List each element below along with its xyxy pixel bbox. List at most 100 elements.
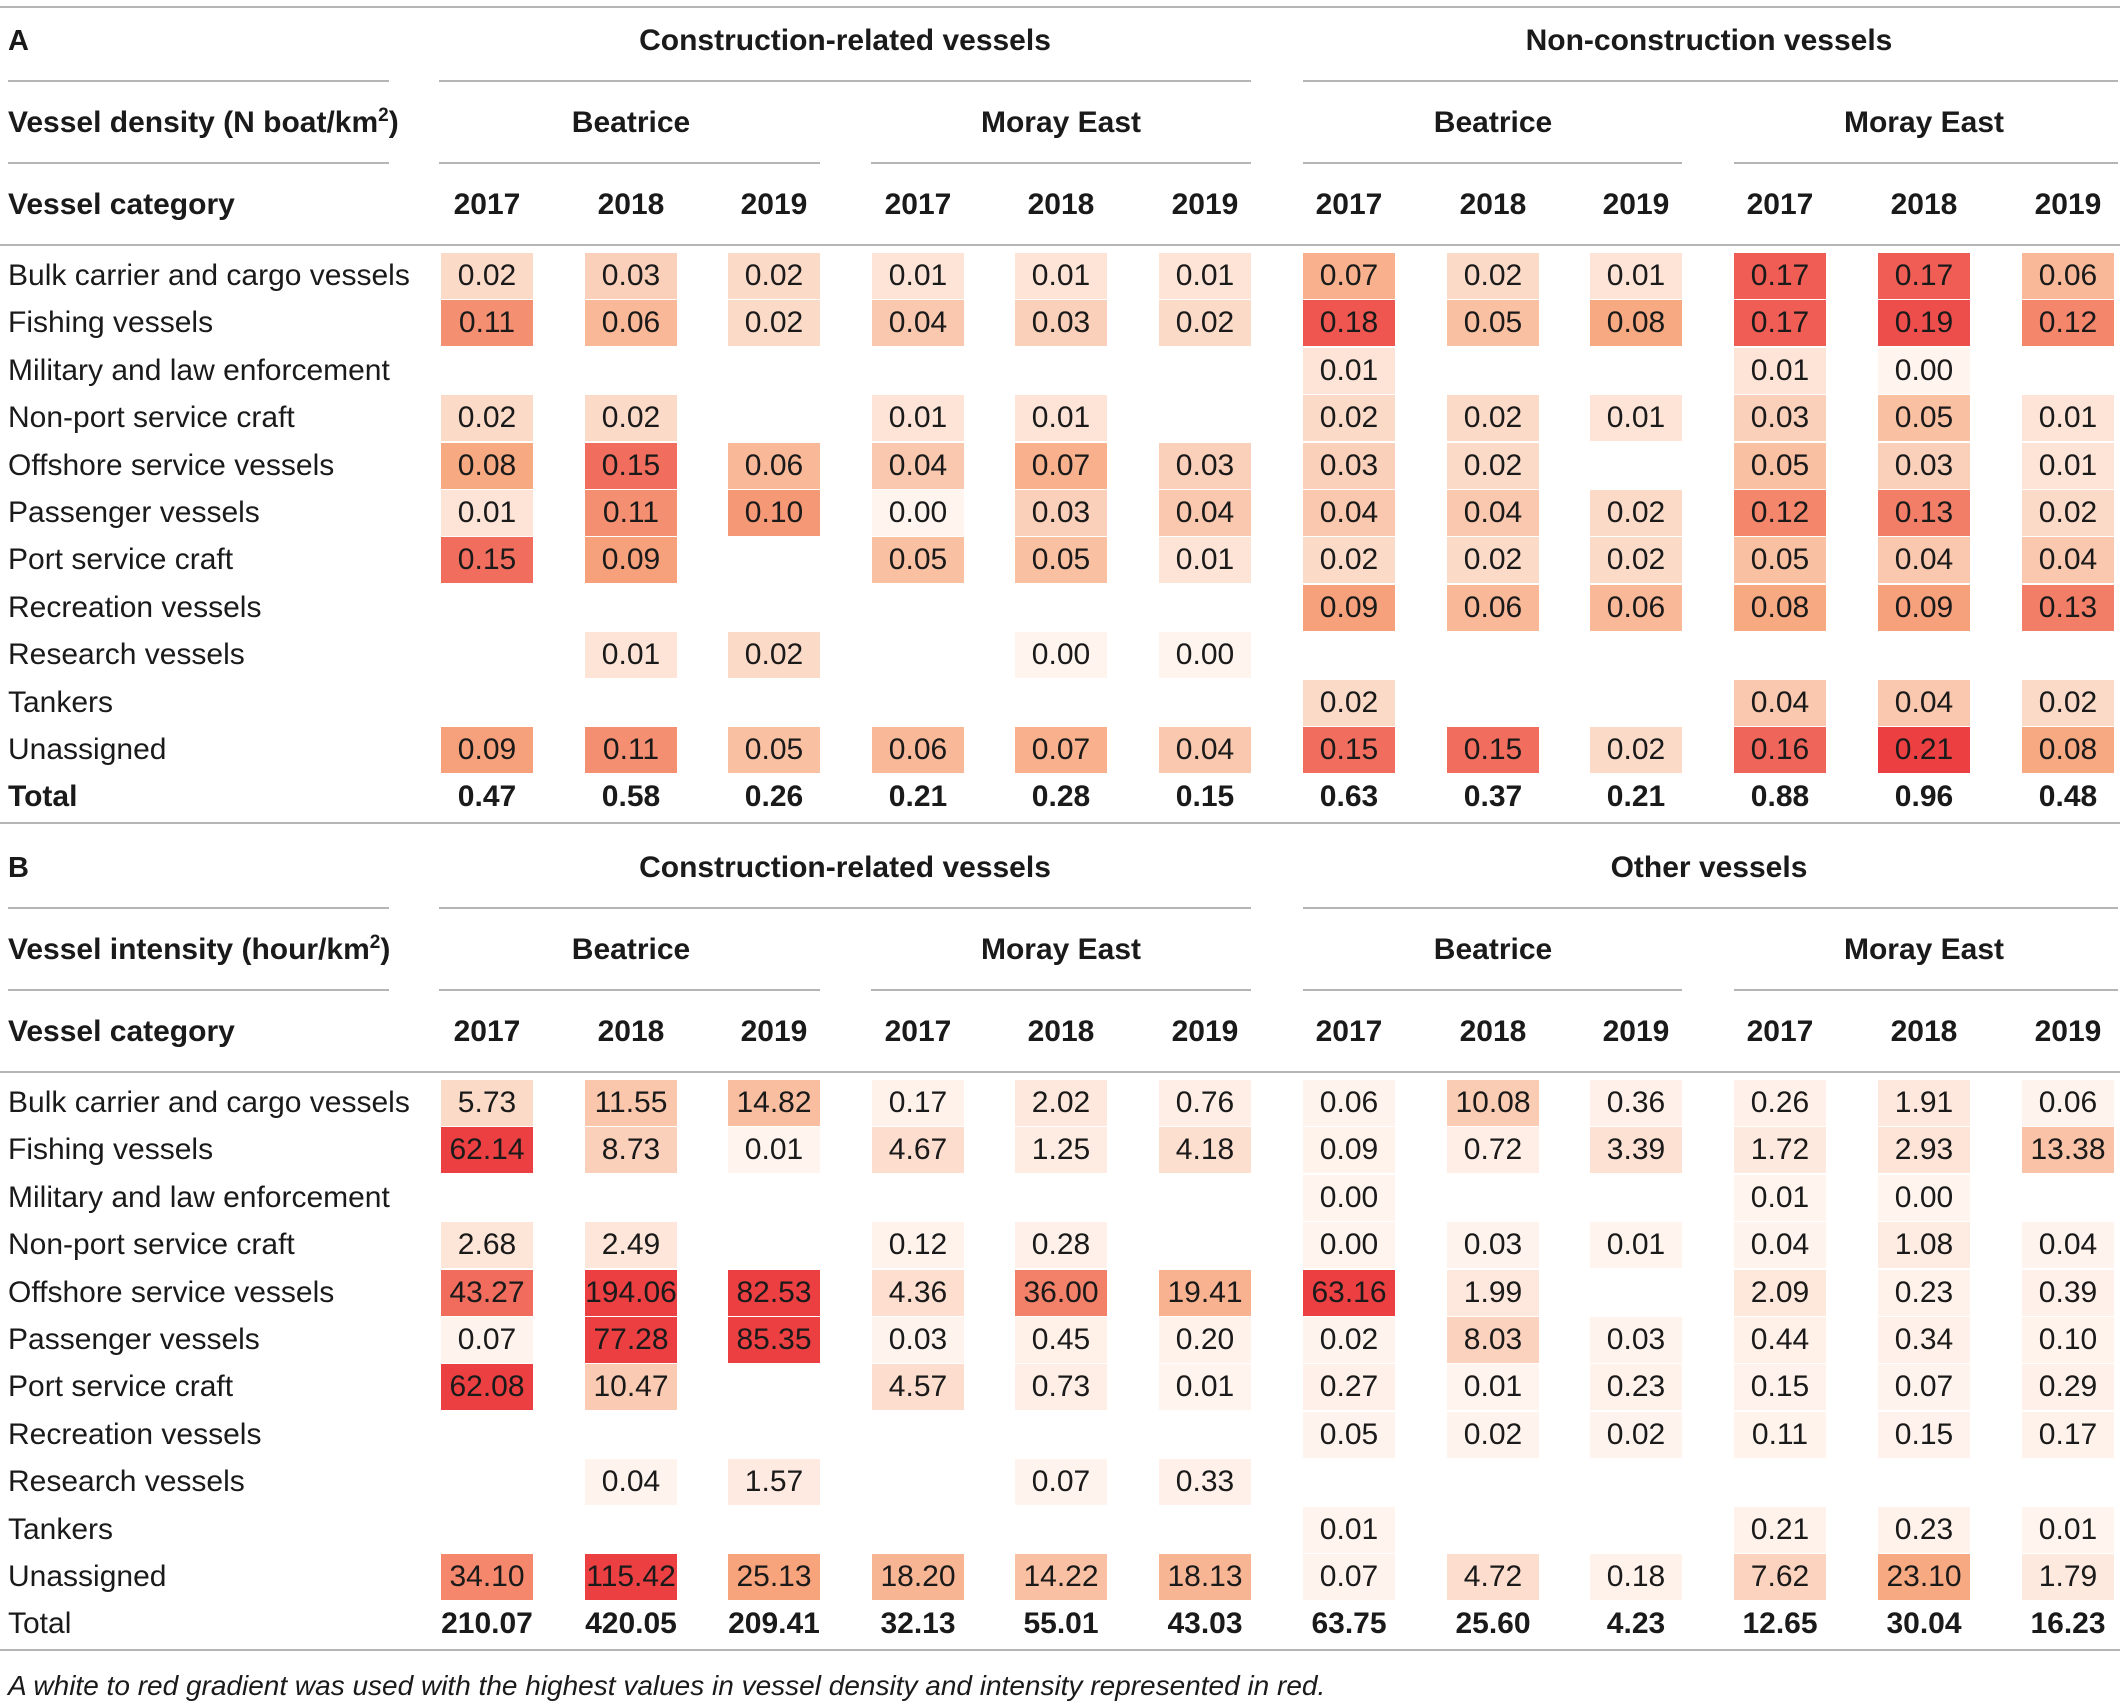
panel-a-data-cell: 0.08 [441, 442, 533, 489]
panel-b-year-header: 2019 [1171, 1015, 1239, 1048]
panel-b-data-cell [441, 1175, 533, 1221]
panel-b-data-cell: 4.57 [872, 1364, 964, 1411]
metric-label-superscript: 2 [378, 105, 389, 126]
panel-a-data-cell: 0.01 [1734, 347, 1826, 394]
panel-b-data-cell: 0.36 [1590, 1080, 1682, 1126]
panel-b-site-rule [1303, 989, 1682, 991]
panel-a-data-cell: 0.04 [1159, 490, 1251, 536]
panel-a-data-cell: 0.06 [1590, 584, 1682, 631]
panel-a-data-cell: 0.13 [2022, 584, 2114, 631]
panel-a-row-label: Passenger vessels [8, 496, 260, 529]
panel-b-group-rule [1303, 907, 2118, 909]
panel-a-data-cell [728, 348, 820, 394]
panel-a-data-cell [1590, 348, 1682, 394]
panel-b-data-cell: 0.03 [1447, 1222, 1539, 1269]
panel-b-data-cell: 0.07 [1878, 1364, 1970, 1411]
panel-b-data-cell [728, 1222, 820, 1268]
metric-label-close: ) [380, 933, 391, 966]
panel-a-data-cell: 0.17 [1734, 253, 1826, 299]
panel-a-data-cell [872, 585, 964, 631]
panel-a-site-header: Moray East [1843, 106, 2005, 139]
panel-b-total-cell: 209.41 [728, 1607, 820, 1641]
panel-b-total-cell: 12.65 [1742, 1607, 1818, 1641]
panel-a-data-cell: 0.15 [441, 537, 533, 584]
panel-b-data-cell: 11.55 [585, 1080, 677, 1126]
panel-b-group-title: Construction-related vessels [639, 851, 1051, 884]
panel-b-data-cell: 0.12 [872, 1222, 964, 1269]
panel-a-data-cell: 0.03 [1015, 490, 1107, 536]
panel-b-data-cell: 19.41 [1159, 1269, 1251, 1316]
panel-b-data-cell: 0.39 [2022, 1269, 2114, 1316]
panel-b-data-cell: 0.23 [1590, 1364, 1682, 1411]
panel-a-data-cell: 0.02 [728, 253, 820, 299]
panel-a-data-cell: 0.04 [1159, 727, 1251, 773]
panel-a-data-cell [1734, 632, 1826, 678]
panel-b-data-cell: 62.08 [441, 1364, 533, 1411]
panel-b-data-cell: 0.73 [1015, 1364, 1107, 1411]
panel-b-row-label: Research vessels [8, 1465, 245, 1499]
panel-b-data-cell: 25.13 [728, 1554, 820, 1600]
panel-b-data-cell: 36.00 [1015, 1269, 1107, 1316]
panel-b-site-rule [871, 989, 1251, 991]
panel-a-data-cell [441, 680, 533, 726]
panel-b-total-cell: 43.03 [1167, 1607, 1243, 1641]
panel-b-data-cell: 0.01 [2022, 1506, 2114, 1553]
panel-b-data-cell [1734, 1459, 1826, 1505]
metric-label-close: ) [388, 106, 399, 139]
panel-a-data-cell: 0.02 [1447, 395, 1539, 442]
panel-b-data-cell: 0.01 [1447, 1364, 1539, 1411]
panel-b-data-cell: 18.13 [1159, 1554, 1251, 1600]
panel-a-year-header: 2019 [740, 188, 808, 221]
panel-a-data-cell: 0.01 [1303, 347, 1395, 394]
panel-b-year-header: 2019 [740, 1015, 808, 1048]
panel-b-data-cell: 63.16 [1303, 1269, 1395, 1316]
panel-b-year-header: 2017 [453, 1015, 521, 1048]
panel-b-group-title: Other vessels [1610, 851, 1808, 884]
panel-a-data-cell: 0.03 [585, 253, 677, 299]
panel-b-data-cell: 0.04 [1734, 1222, 1826, 1269]
panel-b-data-cell [728, 1412, 820, 1458]
panel-a-header-rule [0, 244, 2120, 246]
panel-b-data-cell: 0.45 [1015, 1317, 1107, 1363]
panel-a-data-cell: 0.11 [441, 300, 533, 347]
panel-a-total-cell: 0.21 [888, 780, 948, 814]
panel-a-data-cell: 0.05 [872, 537, 964, 584]
panel-a-data-cell: 0.00 [872, 490, 964, 536]
panel-b-data-cell [1590, 1459, 1682, 1505]
panel-b-data-cell: 1.91 [1878, 1080, 1970, 1126]
panel-b-data-cell [728, 1507, 820, 1553]
panel-a-data-cell: 0.06 [585, 300, 677, 347]
panel-a-data-cell [728, 585, 820, 631]
panel-b-data-cell: 0.20 [1159, 1317, 1251, 1363]
panel-b-data-cell: 18.20 [872, 1554, 964, 1600]
panel-a-data-cell: 0.01 [1159, 253, 1251, 299]
panel-a-data-cell: 0.01 [2022, 395, 2114, 442]
panel-b-total-cell: 16.23 [2030, 1607, 2106, 1641]
panel-a-data-cell: 0.15 [585, 442, 677, 489]
panel-b-data-cell [872, 1459, 964, 1505]
panel-a-data-cell: 0.02 [441, 395, 533, 442]
panel-b-data-cell: 0.10 [2022, 1317, 2114, 1363]
panel-a-data-cell: 0.01 [585, 632, 677, 679]
panel-a-data-cell [441, 585, 533, 631]
panel-b-data-cell: 62.14 [441, 1127, 533, 1174]
panel-a-data-cell [1590, 632, 1682, 678]
panel-b-data-cell [1447, 1507, 1539, 1553]
panel-a-data-cell: 0.02 [1590, 727, 1682, 773]
panel-a-year-header: 2017 [1315, 188, 1383, 221]
panel-b-data-cell: 8.03 [1447, 1317, 1539, 1363]
panel-a-site-rule [871, 162, 1251, 164]
panel-b-total-cell: 55.01 [1023, 1607, 1099, 1641]
panel-a-rule [8, 80, 389, 82]
panel-a-data-cell: 0.11 [585, 490, 677, 536]
panel-b-row-label: Recreation vessels [8, 1417, 262, 1451]
panel-a-data-cell [2022, 632, 2114, 678]
panel-a-row-label: Fishing vessels [8, 306, 214, 340]
panel-a-group-rule [439, 80, 1251, 82]
panel-a-data-cell: 0.01 [872, 253, 964, 299]
panel-a-data-cell: 0.00 [1159, 632, 1251, 679]
panel-a-data-cell [2022, 348, 2114, 394]
panel-a-data-cell: 0.06 [872, 727, 964, 773]
panel-a-data-cell: 0.05 [1015, 537, 1107, 584]
panel-a-data-cell: 0.04 [1734, 679, 1826, 726]
